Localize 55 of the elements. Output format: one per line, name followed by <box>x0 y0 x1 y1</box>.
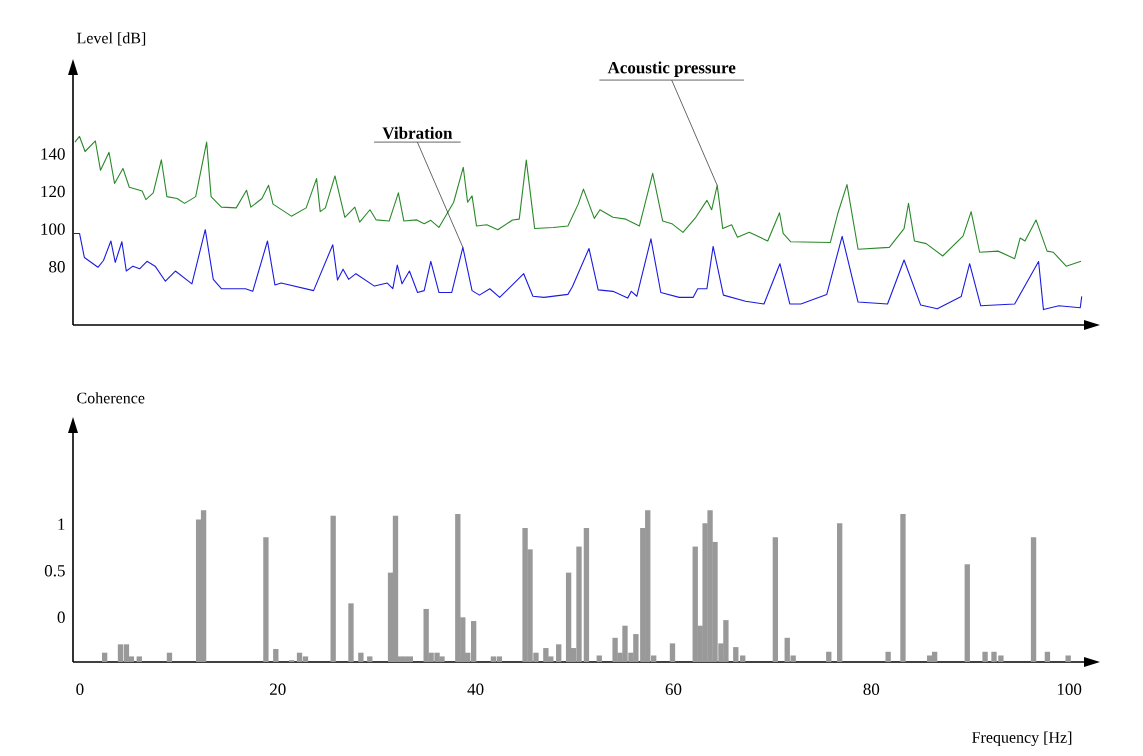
bar <box>367 656 373 662</box>
bar <box>885 651 891 662</box>
bar <box>101 652 108 662</box>
bar <box>1065 655 1071 662</box>
bar <box>565 572 572 662</box>
bar <box>166 652 173 662</box>
bar <box>596 655 602 662</box>
y-axis-title: Level [dB] <box>76 32 146 46</box>
bar <box>1044 651 1051 662</box>
y-tick-label: 80 <box>49 260 65 273</box>
bar <box>200 510 207 662</box>
bar <box>556 644 562 662</box>
x-axis-title: Frequency [Hz] <box>972 731 1072 747</box>
bar <box>402 656 409 662</box>
annotation: Acoustic pressure <box>607 61 736 77</box>
x-tick-label: 40 <box>467 683 484 696</box>
bar <box>392 515 399 662</box>
bar <box>358 652 364 662</box>
y-tick-label: 0.5 <box>44 565 65 577</box>
annotation: Vibration <box>382 126 453 139</box>
y-tick-label: 1 <box>58 518 65 530</box>
bar <box>407 656 413 662</box>
x-tick-label: 60 <box>665 683 682 696</box>
bar <box>330 515 336 662</box>
bar <box>772 537 779 662</box>
bar <box>733 647 739 662</box>
y-axis-title: Coherence <box>77 392 145 404</box>
x-tick-label: 20 <box>270 683 286 696</box>
bar <box>612 637 618 662</box>
bar <box>669 643 676 662</box>
bar <box>982 651 988 662</box>
bar <box>692 546 698 662</box>
bar <box>826 651 832 662</box>
bar <box>543 648 549 662</box>
bar <box>583 527 590 662</box>
line-series <box>73 229 1083 311</box>
bar <box>927 655 933 662</box>
bar <box>931 651 938 662</box>
y-tick-label: 120 <box>41 185 65 198</box>
bar <box>263 537 269 662</box>
bar <box>740 655 746 662</box>
bar <box>273 648 279 662</box>
x-tick-label: 0 <box>76 683 84 696</box>
y-tick-label: 140 <box>41 148 65 160</box>
bar <box>136 656 142 662</box>
bar <box>1030 537 1037 662</box>
x-tick-label: 100 <box>1057 683 1082 696</box>
bar <box>348 603 354 662</box>
y-tick-label: 100 <box>41 223 65 235</box>
bar <box>900 513 906 662</box>
bar <box>836 523 843 662</box>
bar <box>964 564 970 662</box>
x-tick-label: 80 <box>863 683 880 696</box>
bar <box>455 513 461 662</box>
y-tick-label: 0 <box>57 611 65 624</box>
